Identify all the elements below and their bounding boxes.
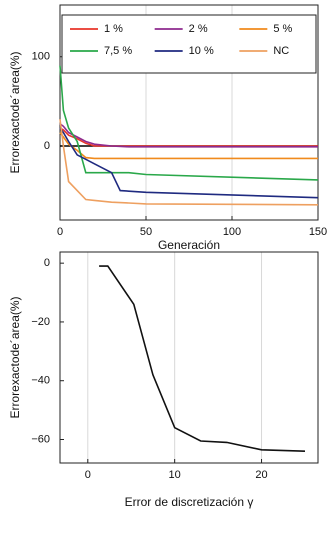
y-tick-label: −60 xyxy=(31,433,50,445)
data-line xyxy=(59,127,319,199)
plot-frame xyxy=(59,4,319,221)
data-line xyxy=(99,265,306,452)
y-tick-label: −20 xyxy=(31,316,50,328)
legend-label: 7,5 % xyxy=(104,45,132,57)
y-axis-label: Errorexactode´area(%) xyxy=(8,296,22,418)
x-tick-label: 150 xyxy=(309,226,327,238)
y-tick-label: 100 xyxy=(32,51,50,63)
data-line xyxy=(59,132,318,160)
y-tick-label: 0 xyxy=(44,140,50,152)
legend-label: NC xyxy=(273,45,289,57)
y-tick-label: −40 xyxy=(31,375,50,387)
legend-label: 10 % xyxy=(189,45,214,57)
legend-label: 2 % xyxy=(189,23,208,35)
data-line xyxy=(59,65,319,181)
x-tick-label: 0 xyxy=(57,226,63,238)
x-tick-label: 50 xyxy=(140,226,152,238)
legend-label: 1 % xyxy=(104,23,123,35)
x-tick-label: 20 xyxy=(255,469,267,481)
data-line xyxy=(59,119,319,206)
y-axis-label: Errorexactode´area(%) xyxy=(8,51,22,173)
y-tick-label: 0 xyxy=(44,257,50,269)
x-tick-label: 100 xyxy=(223,226,241,238)
x-axis-label: Error de discretización γ xyxy=(125,495,254,509)
x-axis-label: Generación xyxy=(158,238,220,252)
x-tick-label: 0 xyxy=(85,469,91,481)
data-line xyxy=(59,123,318,148)
legend xyxy=(61,14,317,74)
legend-label: 5 % xyxy=(273,23,292,35)
data-line xyxy=(59,127,318,147)
plot-frame xyxy=(59,251,319,464)
x-tick-label: 10 xyxy=(169,469,181,481)
